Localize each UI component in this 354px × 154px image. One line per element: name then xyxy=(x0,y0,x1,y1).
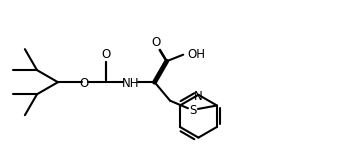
Text: O: O xyxy=(152,36,161,49)
Text: OH: OH xyxy=(187,48,205,61)
Text: S: S xyxy=(189,104,196,117)
Text: N: N xyxy=(194,90,203,103)
Text: NH: NH xyxy=(122,77,139,90)
Text: O: O xyxy=(102,48,111,61)
Text: O: O xyxy=(79,77,88,90)
